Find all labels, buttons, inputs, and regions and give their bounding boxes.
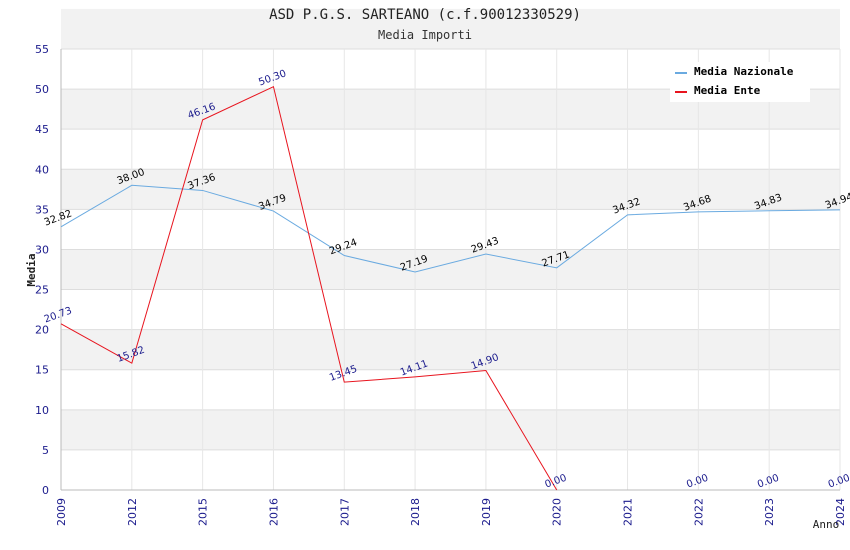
y-tick-label: 25: [35, 284, 49, 297]
y-tick-label: 0: [42, 484, 49, 497]
y-tick-label: 45: [35, 123, 49, 136]
legend-background: [670, 62, 810, 102]
chart-subtitle: Media Importi: [378, 28, 472, 42]
legend-label-media-nazionale: Media Nazionale: [694, 65, 794, 78]
legend-label-media-ente: Media Ente: [694, 84, 761, 97]
y-tick-label: 55: [35, 43, 49, 56]
y-tick-label: 50: [35, 83, 49, 96]
x-tick-label: 2018: [409, 498, 422, 526]
data-label: 0.00: [827, 473, 850, 491]
x-tick-label: 2021: [622, 498, 635, 526]
x-tick-label: 2016: [267, 498, 280, 526]
grid-bands: [61, 8, 840, 450]
data-label: 0.00: [756, 473, 781, 491]
series-line-media-nazionale: [60, 184, 841, 273]
axes: [60, 49, 840, 491]
y-tick-label: 35: [35, 203, 49, 216]
grid-band: [61, 8, 840, 49]
data-label: 0.00: [685, 473, 710, 491]
x-tick-label: 2023: [763, 498, 776, 526]
legend: Media Nazionale Media Ente: [670, 62, 810, 102]
x-tick-label: 2019: [480, 498, 493, 526]
x-tick-label: 2022: [692, 498, 705, 526]
x-tick-label: 2017: [338, 498, 351, 526]
y-tick-label: 15: [35, 364, 49, 377]
y-tick-label: 10: [35, 404, 49, 417]
y-tick-label: 40: [35, 163, 49, 176]
y-tick-label: 20: [35, 324, 49, 337]
y-tick-label: 30: [35, 243, 49, 256]
grid-band: [61, 249, 840, 290]
x-tick-label: 2012: [126, 498, 139, 526]
grid-band: [61, 329, 840, 370]
y-axis-label: Media: [25, 253, 38, 286]
y-tick-labels: 0 5 10 15 20 25 30 35 40 45 50 55: [35, 43, 49, 497]
series-lines: [60, 85, 841, 491]
x-tick-label: 2015: [197, 498, 210, 526]
series-line-media-ente: [60, 85, 558, 491]
x-tick-label: 2024: [834, 498, 847, 526]
y-tick-label: 5: [42, 444, 49, 457]
gridlines: [60, 48, 841, 490]
chart-title: ASD P.G.S. SARTEANO (c.f.90012330529): [269, 7, 581, 23]
data-label: 50.30: [257, 68, 288, 88]
x-tick-labels: 2009 2012 2015 2016 2017 2018 2019 2020 2021 2022…: [55, 498, 847, 526]
x-tick-label: 2020: [551, 498, 564, 526]
x-axis-label: Anno: [813, 518, 840, 531]
x-tick-label: 2009: [55, 498, 68, 526]
grid-band: [61, 409, 840, 450]
data-label: 20.73: [43, 305, 74, 325]
